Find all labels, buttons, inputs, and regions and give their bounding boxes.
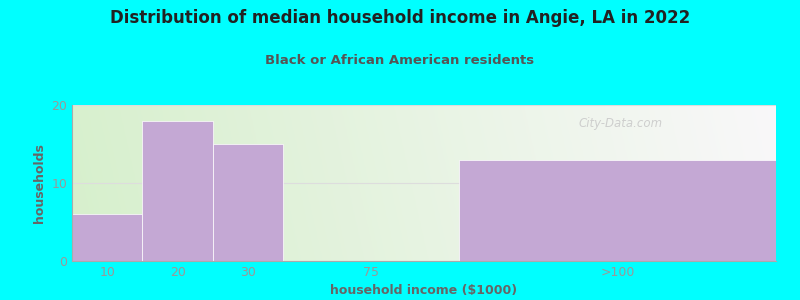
Text: Distribution of median household income in Angie, LA in 2022: Distribution of median household income … bbox=[110, 9, 690, 27]
Text: Black or African American residents: Black or African American residents bbox=[266, 54, 534, 67]
Bar bbox=[142, 121, 213, 261]
Y-axis label: households: households bbox=[33, 143, 46, 223]
Bar bbox=[213, 144, 283, 261]
Bar bbox=[459, 160, 776, 261]
Bar bbox=[72, 214, 142, 261]
Text: City-Data.com: City-Data.com bbox=[579, 118, 663, 130]
X-axis label: household income ($1000): household income ($1000) bbox=[330, 284, 518, 297]
